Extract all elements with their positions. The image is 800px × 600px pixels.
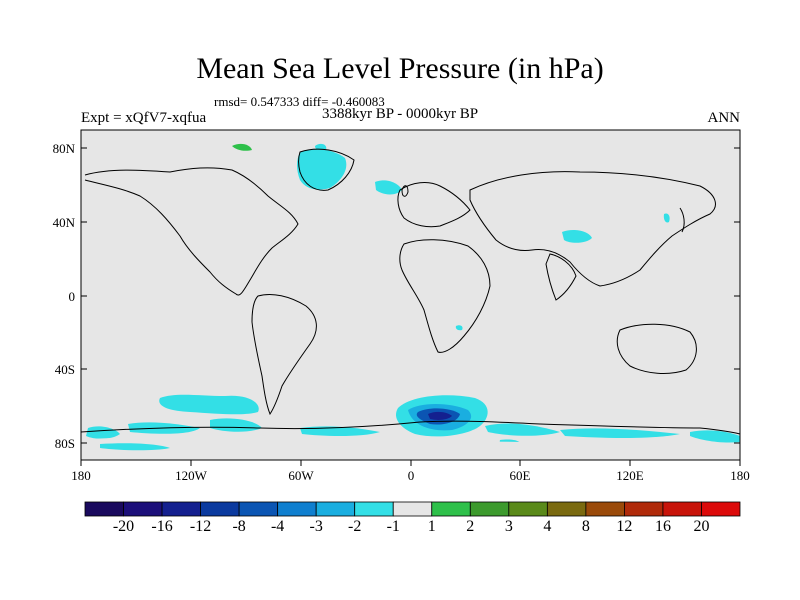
colorbar-box [546,501,587,517]
lon-label-180e: 180 [730,468,750,483]
colorbar-box [161,501,201,517]
lon-label-120w: 120W [175,468,207,483]
period-label: 3388kyr BP - 0000kyr BP [322,106,479,122]
colorbar-label: -20 [112,518,135,535]
colorbar-label: -8 [232,518,246,535]
anomaly-shading [81,143,740,460]
colorbar-label: -3 [309,518,323,535]
lon-label-0: 0 [407,468,415,483]
lat-ticks-right [734,147,740,444]
coastlines [80,148,741,435]
colorbar-box [84,501,124,517]
colorbar-label: -4 [270,518,285,535]
colorbar-box [431,501,471,517]
colorbar-label: 20 [693,518,710,535]
colorbar-label: -16 [151,518,173,535]
lat-label-0: 0 [68,289,76,304]
lat-label-40n: 40N [52,215,75,230]
colorbar-label: 4 [543,518,552,535]
colorbar-box [624,501,664,517]
colorbar-box [200,501,240,517]
colorbar-box [238,501,279,517]
lon-label-60e: 60E [509,468,531,483]
colorbar-label: 3 [504,518,513,535]
experiment-label: Expt = xQfV7-xqfua [81,110,207,126]
colorbar-box [123,501,163,517]
colorbar-label: -12 [189,518,212,535]
colorbar-label: 16 [654,518,671,535]
colorbar-label: -1 [386,518,400,535]
colorbar-label: 1 [427,518,436,535]
colorbar-box [315,501,356,517]
colorbar-label: 8 [581,518,590,535]
colorbar-box [585,501,625,517]
colorbar-box [392,501,433,517]
map-title: Mean Sea Level Pressure (in hPa) [196,52,604,85]
lat-label-80s: 80S [54,436,75,451]
colorbar-box [701,501,741,517]
rmsd-diff-stats: rmsd= 0.547333 diff= -0.460083 [214,94,385,109]
lon-label-120e: 120E [616,468,644,483]
colorbar [84,501,741,517]
colorbar-label: 2 [466,518,475,535]
lon-ticks [80,460,741,466]
colorbar-box [469,501,510,517]
colorbar-box [277,501,317,517]
colorbar-box [508,501,548,517]
colorbar-label: 12 [616,518,633,535]
colorbar-box [354,501,394,517]
lat-label-80n: 80N [52,141,75,156]
lat-label-40s: 40S [54,362,75,377]
colorbar-box [662,501,702,517]
lat-ticks-left [81,147,87,444]
season-label: ANN [707,110,741,126]
lon-label-180w: 180 [71,468,91,483]
colorbar-label: -2 [348,518,362,535]
lon-label-60w: 60W [288,468,314,483]
